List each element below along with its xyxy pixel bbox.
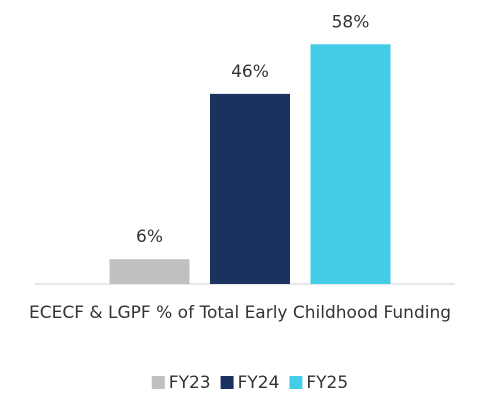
legend-label: FY24 bbox=[238, 373, 280, 393]
bar bbox=[310, 44, 391, 285]
x-category-label: ECECF & LGPF % of Total Early Childhood … bbox=[28, 303, 452, 323]
legend-swatch bbox=[151, 376, 165, 389]
value-label: 6% bbox=[136, 227, 163, 247]
legend-item: FY25 bbox=[289, 373, 348, 393]
value-label: 46% bbox=[231, 62, 269, 82]
bar bbox=[109, 259, 190, 284]
legend-swatch bbox=[220, 376, 234, 389]
legend-label: FY23 bbox=[169, 373, 211, 393]
legend-item: FY23 bbox=[151, 373, 211, 393]
bar bbox=[210, 93, 290, 284]
legend-item: FY24 bbox=[220, 373, 280, 393]
value-label: 58% bbox=[332, 12, 370, 32]
legend-swatch bbox=[289, 376, 303, 389]
legend-label: FY25 bbox=[306, 373, 348, 393]
